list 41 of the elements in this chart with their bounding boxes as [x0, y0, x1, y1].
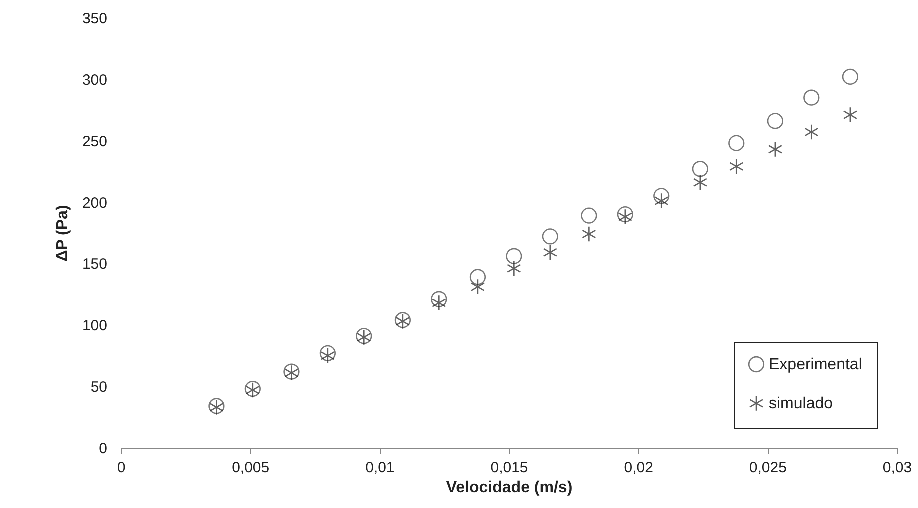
- y-tick-label: 100: [82, 318, 108, 335]
- point: [693, 174, 708, 191]
- point: [730, 158, 744, 175]
- legend-label: Experimental: [769, 356, 862, 374]
- point: [843, 106, 858, 124]
- point: [842, 68, 859, 86]
- y-tick-label: 250: [82, 133, 108, 150]
- x-tick-label: 0: [117, 460, 126, 476]
- y-axis-title: ΔP (Pa): [54, 205, 72, 262]
- point: [804, 90, 820, 106]
- y-tick-label: 350: [82, 10, 108, 28]
- point: [581, 208, 598, 224]
- point: [432, 294, 446, 312]
- x-tick-label: 0,02: [624, 460, 654, 476]
- point: [768, 141, 783, 158]
- y-tick-label: 300: [82, 72, 108, 89]
- point: [543, 244, 558, 261]
- y-tick-label: 50: [90, 379, 108, 396]
- x-tick-label: 0,03: [882, 460, 912, 476]
- point: [542, 228, 558, 245]
- legend-label: simulado: [769, 396, 834, 412]
- point: [654, 188, 670, 204]
- y-tick-label: 200: [82, 194, 108, 212]
- y-tick-label: 150: [82, 256, 108, 274]
- point: [506, 248, 522, 264]
- point: [470, 269, 486, 286]
- point: [767, 113, 784, 130]
- point: [728, 135, 745, 152]
- x-tick-label: 0,025: [749, 460, 787, 476]
- point: [431, 291, 448, 308]
- x-axis-title: Velocidade (m/s): [446, 480, 573, 496]
- point: [507, 260, 522, 277]
- y-tick-label: 0: [99, 440, 108, 458]
- point: [804, 124, 819, 140]
- x-tick-label: 0,005: [232, 460, 270, 476]
- point: [692, 161, 708, 178]
- x-tick-label: 0,015: [490, 460, 528, 476]
- point: [470, 278, 486, 296]
- point: [654, 192, 669, 210]
- x-tick-label: 0,01: [366, 460, 395, 476]
- point: [582, 226, 596, 242]
